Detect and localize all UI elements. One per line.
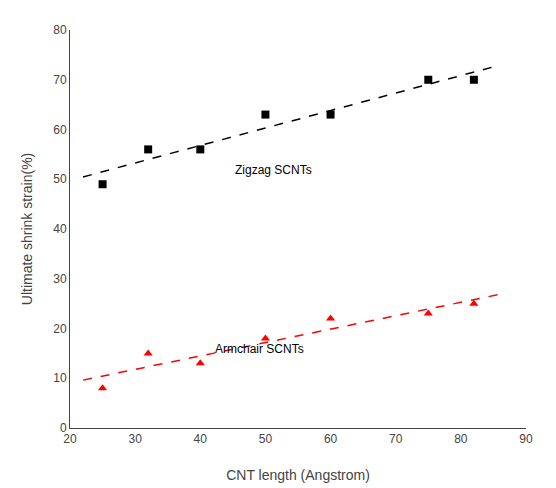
svg-text:50: 50 — [259, 432, 273, 446]
svg-text:10: 10 — [53, 371, 67, 385]
svg-text:0: 0 — [60, 421, 67, 435]
svg-text:80: 80 — [53, 23, 67, 37]
svg-text:90: 90 — [519, 432, 533, 446]
svg-text:30: 30 — [53, 272, 67, 286]
svg-text:60: 60 — [53, 123, 67, 137]
svg-text:70: 70 — [389, 432, 403, 446]
svg-text:40: 40 — [194, 432, 208, 446]
svg-text:40: 40 — [53, 222, 67, 236]
svg-text:Zigzag SCNTs: Zigzag SCNTs — [235, 163, 312, 177]
svg-text:80: 80 — [454, 432, 468, 446]
svg-text:60: 60 — [324, 432, 338, 446]
svg-text:20: 20 — [53, 322, 67, 336]
svg-text:20: 20 — [63, 432, 77, 446]
svg-text:30: 30 — [128, 432, 142, 446]
svg-text:Ultimate shrink strain(%): Ultimate shrink strain(%) — [19, 153, 35, 305]
svg-text:Armchair SCNTs: Armchair SCNTs — [215, 342, 304, 356]
svg-text:70: 70 — [53, 73, 67, 87]
svg-text:50: 50 — [53, 172, 67, 186]
svg-text:CNT length (Angstrom): CNT length (Angstrom) — [226, 467, 370, 483]
